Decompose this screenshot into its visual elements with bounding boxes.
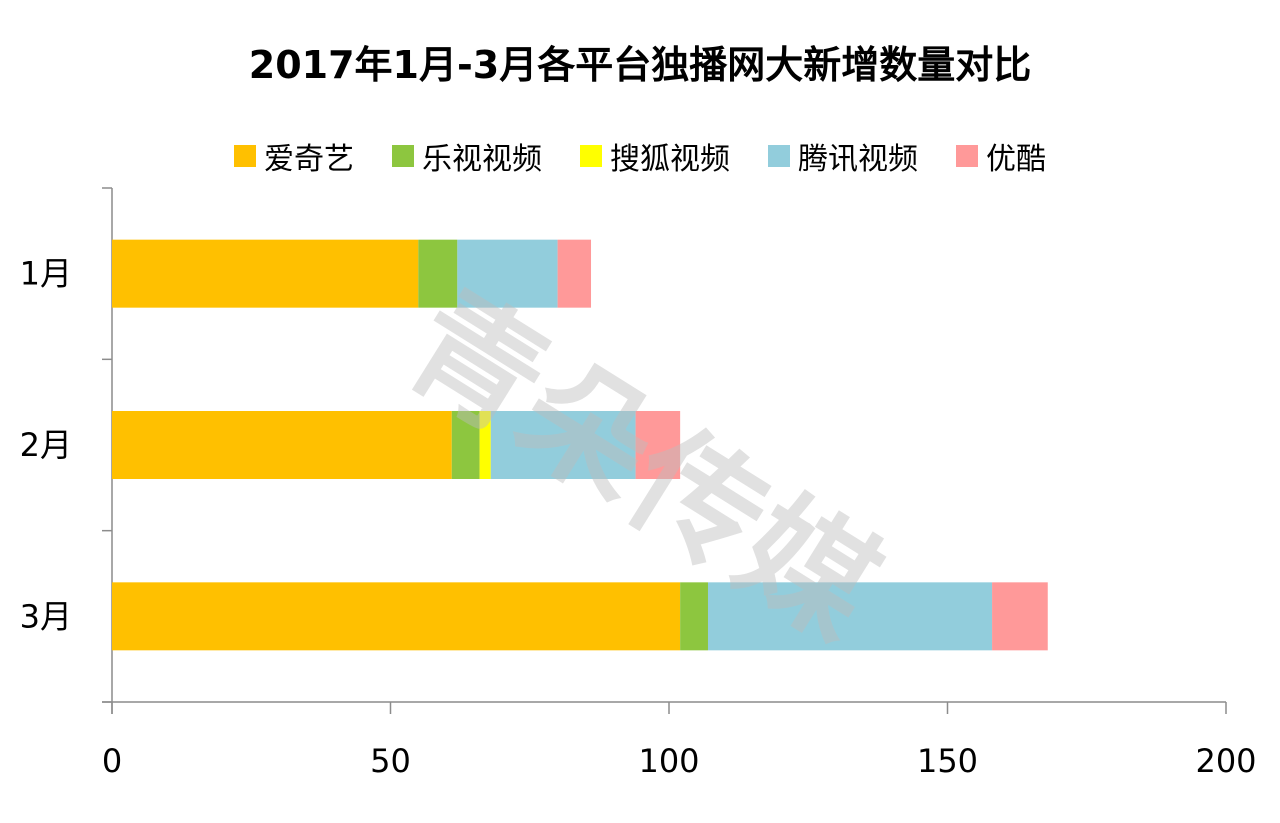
bar-segment	[418, 239, 458, 308]
legend-swatch	[956, 145, 978, 167]
bar-segment	[680, 582, 708, 651]
legend-item: 乐视视频	[392, 134, 542, 178]
legend-label: 爱奇艺	[264, 142, 354, 177]
bar-segment	[707, 582, 993, 651]
x-tick-label: 0	[102, 742, 122, 780]
category-label: 3月	[20, 597, 72, 635]
legend-item: 搜狐视频	[580, 134, 730, 178]
bar-segment	[490, 411, 636, 479]
legend-label: 乐视视频	[422, 142, 542, 177]
bar-segment	[557, 239, 592, 308]
legend-label: 搜狐视频	[610, 142, 730, 177]
legend-item: 腾讯视频	[768, 134, 918, 178]
legend-item: 爱奇艺	[234, 134, 354, 178]
bar-segment	[112, 582, 681, 651]
legend-label: 腾讯视频	[798, 142, 918, 177]
x-tick-label: 50	[370, 742, 411, 780]
legend-swatch	[768, 145, 790, 167]
x-tick-label: 100	[638, 742, 699, 780]
x-tick-label: 200	[1195, 742, 1256, 780]
category-label: 1月	[20, 255, 72, 293]
category-label: 2月	[20, 426, 72, 464]
bar-segment	[635, 411, 681, 479]
legend-item: 优酷	[956, 134, 1046, 178]
legend-swatch	[392, 145, 414, 167]
bar-segment	[451, 411, 480, 479]
legend-swatch	[234, 145, 256, 167]
chart-title: 2017年1月-3月各平台独播网大新增数量对比	[248, 43, 1032, 87]
legend-label: 优酷	[986, 142, 1046, 177]
bar-segment	[112, 411, 452, 479]
legend: 爱奇艺 乐视视频 搜狐视频 腾讯视频 优酷	[0, 134, 1280, 178]
legend-swatch	[580, 145, 602, 167]
bar-segment	[457, 239, 558, 308]
bar-segment	[112, 239, 419, 308]
x-tick-label: 150	[917, 742, 978, 780]
bar-segment	[479, 411, 491, 479]
bar-segment	[992, 582, 1048, 651]
